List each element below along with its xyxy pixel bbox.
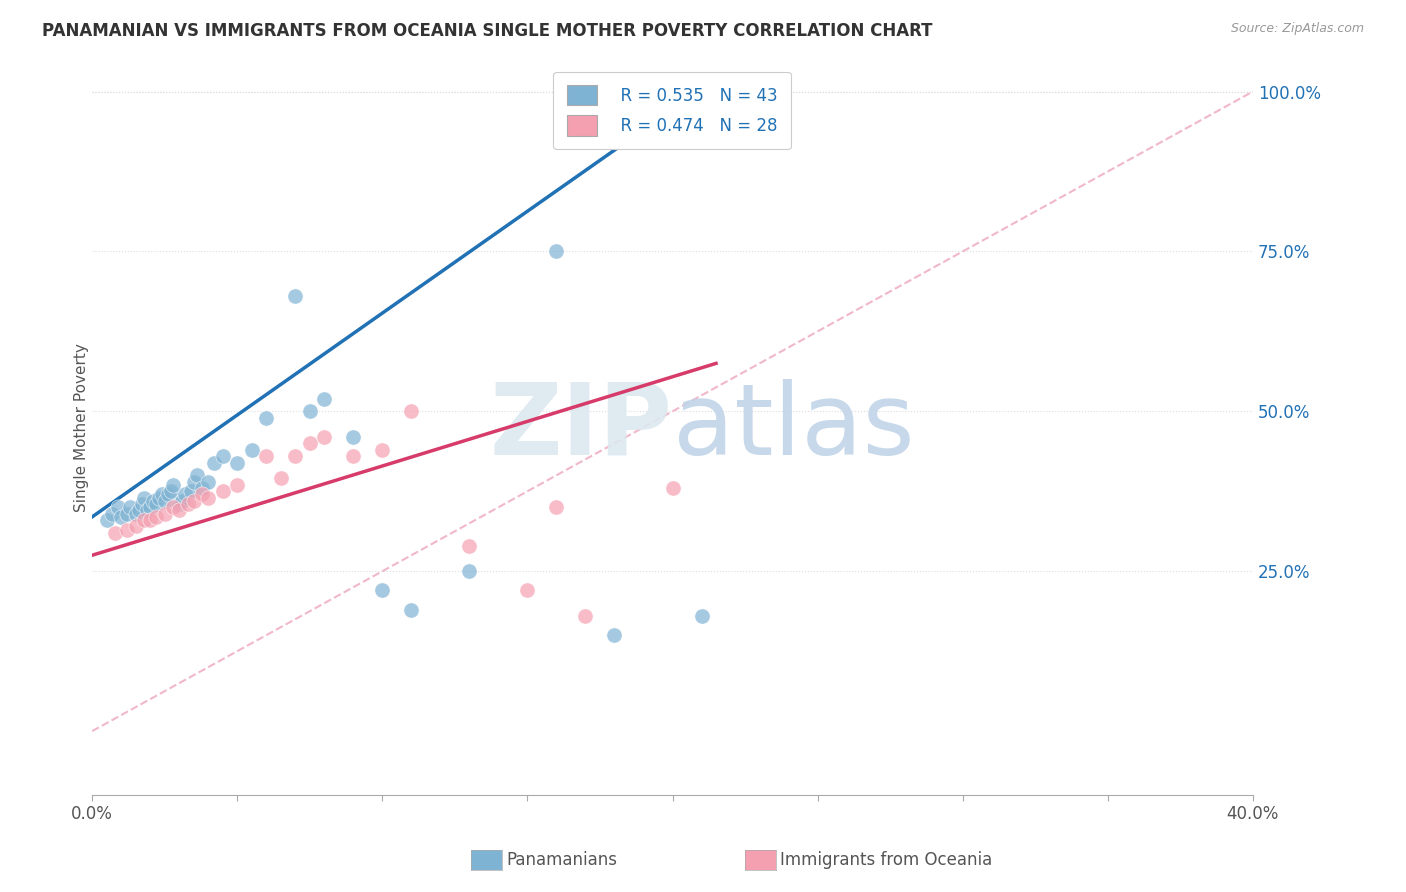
Point bbox=[371, 583, 394, 598]
Text: Panamanians: Panamanians bbox=[506, 851, 617, 869]
Point bbox=[159, 484, 181, 499]
Point bbox=[371, 442, 394, 457]
Point bbox=[167, 503, 190, 517]
Point bbox=[134, 513, 156, 527]
Text: atlas: atlas bbox=[672, 379, 914, 475]
Text: Source: ZipAtlas.com: Source: ZipAtlas.com bbox=[1230, 22, 1364, 36]
Point bbox=[125, 519, 148, 533]
Point bbox=[142, 494, 165, 508]
Point bbox=[546, 500, 568, 515]
Point bbox=[270, 471, 292, 485]
Point bbox=[107, 500, 129, 515]
Point bbox=[690, 609, 713, 624]
Point bbox=[298, 436, 321, 450]
Point bbox=[254, 410, 277, 425]
Point bbox=[174, 487, 197, 501]
Point bbox=[661, 481, 683, 495]
Point bbox=[197, 491, 219, 505]
Legend:   R = 0.535   N = 43,   R = 0.474   N = 28: R = 0.535 N = 43, R = 0.474 N = 28 bbox=[553, 71, 790, 149]
Point bbox=[145, 497, 167, 511]
Point bbox=[314, 392, 336, 406]
Point bbox=[101, 507, 124, 521]
Point bbox=[546, 244, 568, 259]
Point bbox=[226, 478, 249, 492]
Point bbox=[177, 497, 200, 511]
Point bbox=[148, 491, 170, 505]
Point bbox=[136, 503, 159, 517]
Point bbox=[115, 507, 138, 521]
Point bbox=[183, 475, 205, 489]
Point bbox=[134, 491, 156, 505]
Point bbox=[172, 494, 194, 508]
Point bbox=[153, 494, 176, 508]
Point bbox=[458, 539, 481, 553]
Point bbox=[574, 609, 596, 624]
Point bbox=[603, 628, 626, 642]
Y-axis label: Single Mother Poverty: Single Mother Poverty bbox=[73, 343, 89, 512]
Point bbox=[125, 507, 148, 521]
Point bbox=[118, 500, 141, 515]
Text: Immigrants from Oceania: Immigrants from Oceania bbox=[780, 851, 993, 869]
Point bbox=[202, 456, 225, 470]
Point bbox=[401, 602, 423, 616]
Point bbox=[240, 442, 263, 457]
Point bbox=[342, 449, 364, 463]
Point bbox=[284, 289, 307, 303]
Point bbox=[191, 487, 214, 501]
Point bbox=[156, 487, 179, 501]
Point bbox=[180, 484, 202, 499]
Point bbox=[186, 468, 208, 483]
Point bbox=[150, 487, 173, 501]
Point bbox=[131, 497, 153, 511]
Point bbox=[254, 449, 277, 463]
Point bbox=[183, 494, 205, 508]
Text: PANAMANIAN VS IMMIGRANTS FROM OCEANIA SINGLE MOTHER POVERTY CORRELATION CHART: PANAMANIAN VS IMMIGRANTS FROM OCEANIA SI… bbox=[42, 22, 932, 40]
Point bbox=[115, 523, 138, 537]
Point bbox=[139, 513, 162, 527]
Point bbox=[516, 583, 538, 598]
Point bbox=[139, 500, 162, 515]
Point bbox=[211, 449, 233, 463]
Point bbox=[128, 503, 150, 517]
Point bbox=[162, 478, 184, 492]
Point bbox=[110, 509, 132, 524]
Point bbox=[145, 509, 167, 524]
Point bbox=[197, 475, 219, 489]
Point bbox=[458, 564, 481, 578]
Point bbox=[167, 497, 190, 511]
Point bbox=[401, 404, 423, 418]
Text: ZIP: ZIP bbox=[489, 379, 672, 475]
Point bbox=[162, 500, 184, 515]
Point bbox=[284, 449, 307, 463]
Point bbox=[226, 456, 249, 470]
Point bbox=[314, 430, 336, 444]
Point bbox=[342, 430, 364, 444]
Point bbox=[104, 525, 127, 540]
Point bbox=[153, 507, 176, 521]
Point bbox=[211, 484, 233, 499]
Point bbox=[96, 513, 118, 527]
Point bbox=[191, 481, 214, 495]
Point bbox=[298, 404, 321, 418]
